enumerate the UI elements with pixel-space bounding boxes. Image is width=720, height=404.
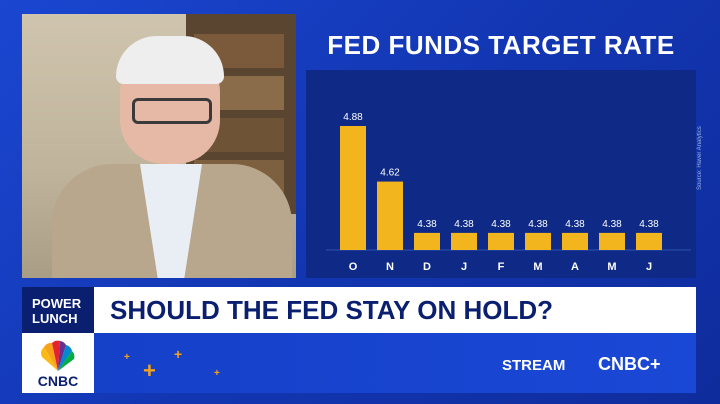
plus-decoration: +: [214, 368, 220, 379]
plus-decoration: +: [124, 352, 130, 363]
bottom-strip: [94, 333, 696, 393]
bar-value-label: 4.38: [639, 219, 659, 230]
x-tick-label: J: [646, 261, 652, 273]
stream-label: STREAM: [502, 357, 566, 374]
x-tick-label: J: [461, 261, 467, 273]
show-name-line2: LUNCH: [32, 311, 78, 326]
x-tick-label: M: [533, 261, 542, 273]
bar: [414, 232, 440, 250]
bar-value-label: 4.38: [602, 219, 622, 230]
bar-value-label: 4.62: [380, 168, 400, 179]
bar: [377, 181, 403, 250]
bar: [636, 232, 662, 250]
bar-value-label: 4.38: [565, 219, 585, 230]
x-tick-label: F: [498, 261, 505, 273]
bar: [451, 232, 477, 250]
plus-decoration: +: [143, 358, 156, 383]
headline: SHOULD THE FED STAY ON HOLD?: [110, 295, 553, 325]
x-tick-label: D: [423, 261, 431, 273]
network-logo: CNBC: [22, 333, 94, 393]
network-name: CNBC: [37, 373, 79, 389]
chart-source: Source: Haver Analytics: [697, 126, 703, 190]
x-tick-label: N: [386, 261, 394, 273]
peacock-icon: [41, 340, 75, 371]
bar: [599, 232, 625, 250]
bar-value-label: 4.38: [454, 219, 474, 230]
headline-bar: SHOULD THE FED STAY ON HOLD?: [94, 287, 696, 333]
bar-value-label: 4.38: [417, 219, 437, 230]
plus-decoration: +: [174, 346, 183, 362]
bar-value-label: 4.38: [528, 219, 548, 230]
stream-brand: CNBC+: [598, 354, 661, 374]
person-glasses: [132, 98, 212, 124]
show-name-line1: POWER: [32, 296, 82, 311]
bar: [340, 126, 366, 250]
x-tick-label: M: [607, 261, 616, 273]
x-tick-label: O: [349, 261, 358, 273]
person-hair: [116, 36, 224, 84]
x-tick-label: A: [571, 261, 579, 273]
bar-value-label: 4.38: [491, 219, 511, 230]
bar-chart: 4.88 O 4.62 N 4.38 D 4.38 J 4.38 F 4.38 M 4.38 A 4.38 M…: [326, 112, 691, 273]
show-name-box: POWER LUNCH: [22, 287, 94, 333]
chart-title: FED FUNDS TARGET RATE: [327, 30, 675, 60]
bar: [488, 232, 514, 250]
bar: [562, 232, 588, 250]
video-feed: [22, 14, 296, 278]
bar-value-label: 4.88: [343, 112, 363, 123]
chart-panel: 4.88 O 4.62 N 4.38 D 4.38 J 4.38 F 4.38 M 4.38 A 4.38 M…: [306, 70, 696, 278]
bar: [525, 232, 551, 250]
